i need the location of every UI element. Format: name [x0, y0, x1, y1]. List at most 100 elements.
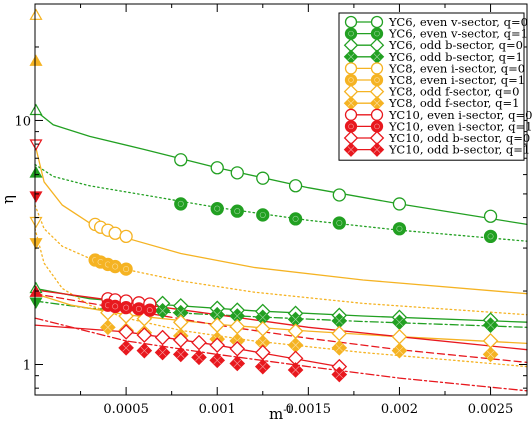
- legend-label: YC8, odd f-sector, q=0: [388, 85, 519, 99]
- extrapolated-point-shape: [29, 238, 43, 250]
- series-10-point-shape: [143, 303, 157, 317]
- x-tick-label: 0.002: [381, 402, 418, 417]
- series-6-point-hatch: [112, 263, 119, 270]
- series-2-point-shape: [256, 208, 270, 222]
- legend-entry: YC8, odd f-sector, q=1: [343, 95, 519, 111]
- extrapolated-point: [29, 139, 43, 151]
- series-2-point-hatch: [396, 225, 403, 232]
- legend-marker-left-shape: [344, 15, 358, 29]
- fit-curve-2: [34, 163, 528, 242]
- series-11-point: [118, 324, 134, 340]
- legend-entry: YC8, odd f-sector, q=0: [343, 84, 519, 99]
- legend-label: YC10, odd b-sector, q=1: [388, 143, 530, 157]
- legend-marker-left-hatch: [347, 146, 355, 153]
- fit-curve-8: [34, 228, 528, 368]
- series-2-point-hatch: [234, 208, 241, 215]
- legend-marker-left-hatch: [347, 53, 355, 61]
- series-12-point-hatch: [291, 366, 300, 374]
- series-2-point-shape: [210, 202, 224, 216]
- series-2-point: [392, 222, 407, 236]
- series-5-point-shape: [119, 229, 133, 244]
- series-12-point: [331, 366, 348, 383]
- legend-marker-left: [344, 73, 358, 87]
- fit-curve-11: [34, 324, 340, 368]
- series-6-point-shape: [119, 262, 133, 276]
- series-12-point-hatch: [158, 348, 167, 357]
- series-10-point: [108, 299, 122, 314]
- series-10-point-hatch: [135, 305, 142, 312]
- series-2-point-shape: [230, 204, 244, 218]
- series-5-point: [119, 229, 133, 244]
- extrapolated-point-shape: [29, 139, 43, 151]
- legend-marker-right-shape: [370, 62, 384, 75]
- series-1-point-shape: [332, 188, 346, 202]
- series-8-point-hatch: [335, 344, 343, 352]
- series-6-point-shape: [108, 259, 122, 274]
- legend-label: YC10, even i-sector, q=1: [388, 119, 532, 133]
- legend-marker-right: [369, 142, 385, 157]
- legend-marker-left-shape: [344, 108, 358, 121]
- series-1-point-shape: [256, 171, 270, 185]
- legend-marker-right: [370, 73, 384, 87]
- x-axis-title: m-1: [269, 405, 293, 423]
- x-axis-title-sup: -1: [283, 405, 293, 416]
- legend-entry: YC8, even i-sector, q=0: [344, 61, 525, 75]
- extrapolated-point-shape: [29, 297, 43, 309]
- legend-label: YC10, even i-sector, q=0: [388, 108, 532, 122]
- series-8-point-hatch: [233, 337, 241, 345]
- legend-marker-left-shape: [344, 27, 358, 40]
- legend-marker-left: [344, 15, 358, 29]
- legend-marker-left: [344, 62, 358, 75]
- series-10-point-hatch: [112, 303, 119, 310]
- series-11-point: [136, 327, 153, 343]
- series-12-point: [154, 344, 171, 361]
- series-12-point-hatch: [140, 346, 148, 355]
- legend-marker-right: [370, 62, 384, 75]
- series-11-point: [191, 334, 207, 351]
- series-6-point: [119, 262, 133, 276]
- series-6-point-hatch: [123, 266, 130, 273]
- extrapolated-point: [29, 8, 43, 20]
- legend-label: YC6, even v-sector, q=0: [388, 15, 528, 29]
- series-1-point-shape: [288, 179, 303, 193]
- series-8-point-hatch: [259, 338, 267, 347]
- series-12-point: [136, 342, 153, 359]
- data-markers: [88, 153, 499, 383]
- series-4-point-hatch: [158, 307, 167, 315]
- x-tick-label: 0.0015: [286, 402, 332, 417]
- axis-ticks: 0.0005 0.001 0.0015 0.002 0.0025 1 10: [14, 3, 527, 417]
- series-11-point-shape: [154, 329, 171, 346]
- legend-marker-right-shape: [370, 73, 384, 87]
- series-4-point: [154, 302, 171, 319]
- series-12-point: [172, 346, 189, 363]
- legend-marker-left-hatch: [348, 77, 354, 83]
- series-2-point: [483, 229, 498, 244]
- legend-marker-right-hatch: [373, 53, 381, 61]
- series-1-point-shape: [174, 153, 188, 167]
- series-5-point-shape: [108, 226, 122, 240]
- series-1-point: [288, 179, 303, 193]
- extrapolated-point-shape: [29, 54, 43, 66]
- legend-marker-right-shape: [370, 15, 384, 29]
- series-2-point-shape: [332, 216, 346, 230]
- series-12-point: [229, 355, 246, 372]
- series-4-point-hatch: [486, 321, 495, 329]
- legend-marker-left-hatch: [348, 30, 354, 37]
- series-11-point-shape: [191, 334, 207, 351]
- series-8-point-hatch: [104, 323, 112, 332]
- legend-marker-right: [370, 120, 384, 133]
- series-2-point-hatch: [214, 205, 221, 212]
- legend-marker-right: [370, 108, 384, 121]
- legend-label: YC6, odd b-sector, q=0: [388, 38, 523, 52]
- legend-marker-left-shape: [344, 62, 358, 75]
- series-2-point-shape: [392, 222, 407, 236]
- legend-marker-right-shape: [370, 27, 384, 40]
- legend-entry: YC10, odd b-sector, q=1: [343, 142, 530, 157]
- series-1-point-shape: [230, 166, 244, 180]
- series-1-point-shape: [210, 161, 224, 175]
- series-4-point-hatch: [177, 309, 185, 317]
- x-tick-label: 0.0005: [103, 402, 149, 417]
- series-12-point-hatch: [259, 362, 267, 371]
- series-8-point-hatch: [395, 346, 404, 355]
- series-12-point-hatch: [233, 359, 241, 368]
